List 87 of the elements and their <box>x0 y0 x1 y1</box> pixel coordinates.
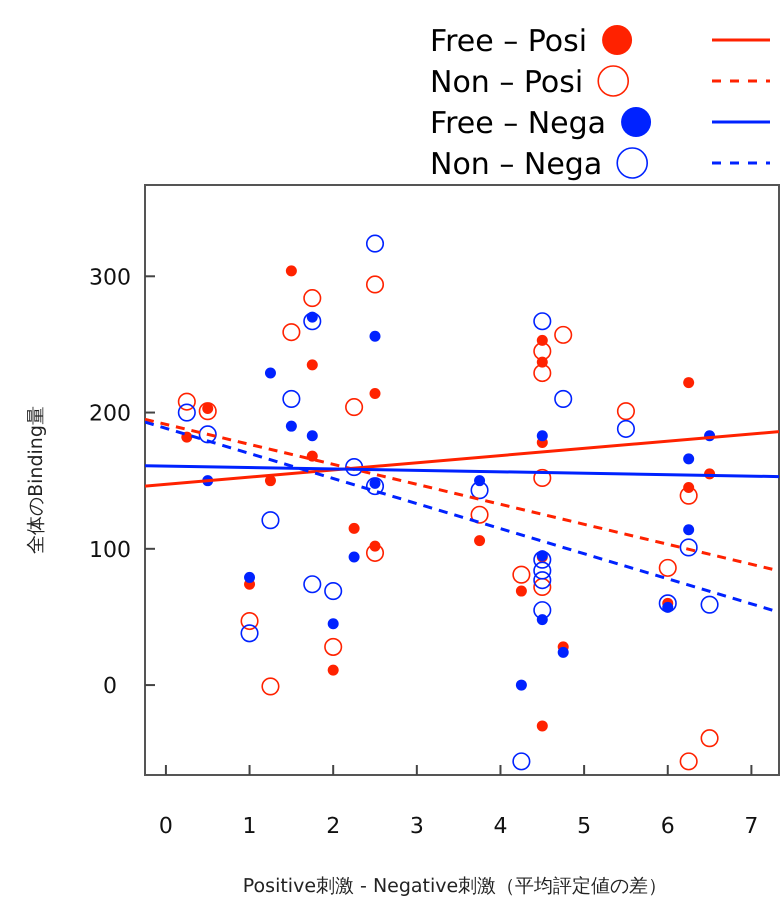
x-tick-label: 2 <box>326 814 340 839</box>
point <box>240 624 259 642</box>
point <box>306 450 318 462</box>
point <box>533 562 552 580</box>
x-tick-label: 6 <box>660 814 675 839</box>
point <box>533 364 552 382</box>
x-axis-title: Positive刺激 - Negative刺激（平均評定値の差） <box>242 875 668 897</box>
point <box>303 312 322 330</box>
point <box>345 458 364 476</box>
point <box>680 486 698 505</box>
x-tick-label: 3 <box>410 814 424 839</box>
point <box>306 430 318 442</box>
point <box>366 544 384 562</box>
point <box>533 468 552 488</box>
point <box>683 453 694 464</box>
point <box>536 430 548 442</box>
point <box>512 752 530 770</box>
point <box>286 265 297 276</box>
point <box>198 425 217 444</box>
point <box>348 522 360 534</box>
point <box>533 571 552 590</box>
point <box>512 566 530 584</box>
point <box>261 677 280 696</box>
point <box>303 575 322 594</box>
point <box>616 420 635 438</box>
point <box>366 477 384 496</box>
point <box>658 558 677 577</box>
point <box>303 289 322 308</box>
point <box>516 680 527 691</box>
point <box>264 368 276 379</box>
point <box>264 475 276 486</box>
y-tick-label: 100 <box>89 538 131 563</box>
x-tick-label: 0 <box>158 814 173 839</box>
y-tick-label: 0 <box>103 674 117 700</box>
point <box>240 612 259 630</box>
point <box>198 402 217 420</box>
x-tick-label: 4 <box>493 814 508 839</box>
point <box>533 601 552 620</box>
legend-label: Free – Posi <box>430 24 588 59</box>
point <box>683 377 694 388</box>
point <box>680 538 698 556</box>
point <box>554 390 572 408</box>
point <box>658 594 677 612</box>
y-axis-title: 全体のBinding量 <box>25 406 47 554</box>
x-tick-label: 5 <box>577 814 592 839</box>
point <box>683 524 694 536</box>
y-tick-label: 300 <box>89 265 131 290</box>
point <box>324 638 342 656</box>
point <box>366 234 384 253</box>
point <box>306 359 318 370</box>
point <box>348 551 360 562</box>
x-tick-label: 1 <box>242 814 257 839</box>
legend-label: Non – Nega <box>430 147 602 182</box>
point <box>366 275 384 294</box>
point <box>554 326 572 344</box>
y-tick-label: 200 <box>89 402 131 427</box>
point <box>328 664 339 676</box>
point <box>282 323 300 342</box>
point <box>516 586 527 597</box>
point <box>533 550 552 569</box>
point <box>533 342 552 360</box>
point <box>328 618 339 630</box>
point <box>181 432 192 443</box>
point <box>178 404 196 422</box>
point <box>178 392 196 411</box>
point <box>261 511 280 530</box>
point <box>370 388 381 399</box>
point <box>282 390 300 408</box>
point <box>324 582 342 600</box>
point <box>536 720 548 732</box>
legend-label: Free – Nega <box>430 106 606 141</box>
point <box>616 402 635 420</box>
x-tick-label: 7 <box>744 814 758 839</box>
point <box>470 506 489 524</box>
legend-label: Non – Posi <box>430 65 584 100</box>
point <box>345 398 364 416</box>
point <box>700 596 719 614</box>
point <box>370 330 381 342</box>
point <box>533 312 552 330</box>
point <box>533 578 552 596</box>
point <box>700 729 719 748</box>
point <box>474 535 486 546</box>
point <box>470 481 489 500</box>
point <box>558 646 569 658</box>
point <box>680 752 698 770</box>
point <box>244 572 256 583</box>
point <box>286 420 297 432</box>
